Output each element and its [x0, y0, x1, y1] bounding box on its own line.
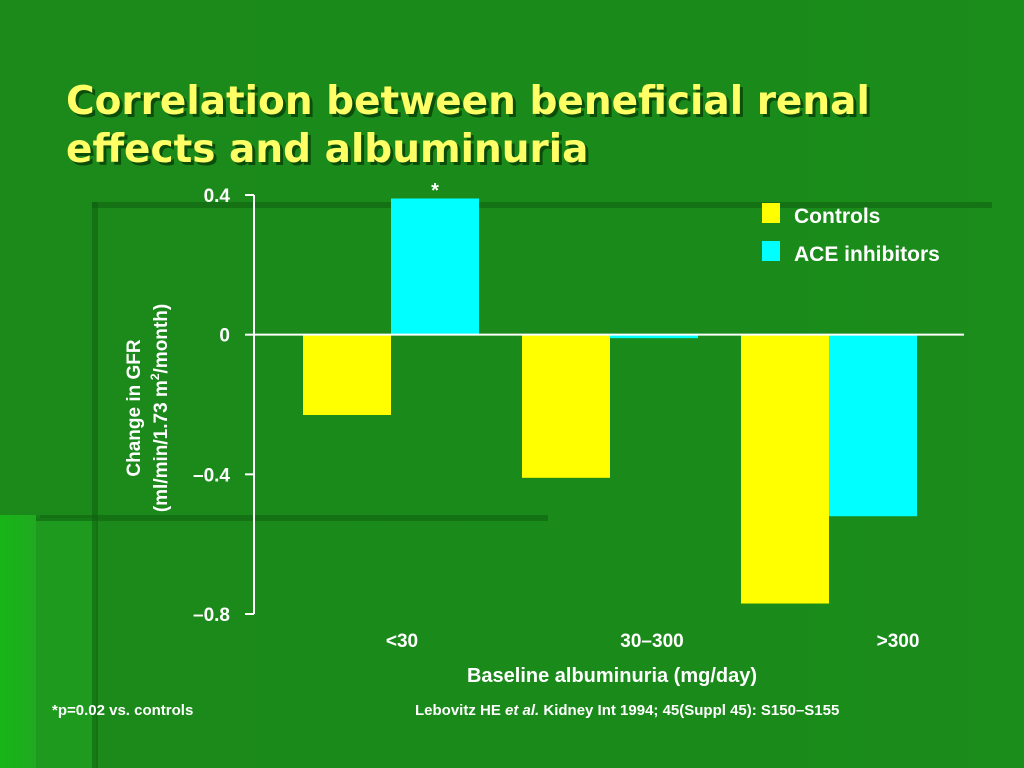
y-axis-label: Change in GFR (ml/min/1.73 m2/month) — [124, 304, 172, 512]
bar-group — [303, 198, 917, 604]
citation: Lebovitz HE et al. Kidney Int 1994; 45(S… — [415, 702, 839, 719]
y-axis-label-unit-sup: 2 — [148, 373, 162, 380]
bar-controls-0 — [303, 334, 391, 415]
background-shadow-line — [36, 515, 548, 521]
x-category-label: >300 — [877, 631, 920, 652]
slide-title: Correlation between beneficial renal eff… — [66, 78, 996, 174]
y-tick-label: 0 — [219, 326, 230, 347]
bar-ace-inhibitors-1 — [610, 334, 698, 339]
significance-marker: * — [431, 180, 439, 202]
y-tick-label: –0.8 — [193, 605, 230, 626]
bar-ace-inhibitors-0 — [391, 198, 479, 335]
slide-title-line2: effects and albuminuria — [66, 127, 589, 172]
citation-authors: Lebovitz HE — [415, 702, 506, 719]
legend-label-controls: Controls — [794, 205, 880, 228]
bar-controls-2 — [741, 334, 829, 604]
bar-ace-inhibitors-2 — [829, 334, 917, 517]
background-shadow-line — [92, 202, 992, 208]
y-tick-label: –0.4 — [193, 465, 230, 486]
background-accent-panel — [36, 518, 96, 768]
y-axis-ticks: 0.4 0 –0.4 –0.8 — [193, 186, 254, 626]
legend-swatch-ace-inhibitors — [762, 241, 780, 261]
legend: Controls ACE inhibitors — [762, 203, 940, 266]
x-axis-label: Baseline albuminuria (mg/day) — [467, 665, 757, 687]
citation-source: Kidney Int 1994; 45(Suppl 45): S150–S155 — [539, 702, 840, 719]
background-shadow-line — [92, 202, 98, 768]
bar-controls-1 — [522, 334, 610, 478]
footnote: *p=0.02 vs. controls — [52, 702, 194, 719]
x-category-label: 30–300 — [620, 631, 683, 652]
legend-swatch-controls — [762, 203, 780, 223]
y-axis-label-line2: (ml/min/1.73 m2/month) — [148, 304, 172, 512]
x-category-label: <30 — [386, 631, 418, 652]
y-axis-label-unit-pre: (ml/min/1.73 m — [151, 380, 172, 512]
y-axis-label-unit-post: /month) — [151, 304, 172, 374]
y-tick-label: 0.4 — [204, 186, 231, 207]
background-accent-strip — [0, 515, 40, 768]
citation-etal: et al. — [505, 702, 540, 719]
legend-label-ace-inhibitors: ACE inhibitors — [794, 243, 940, 266]
y-axis-label-line1: Change in GFR — [124, 339, 145, 477]
slide-title-line1: Correlation between beneficial renal — [66, 79, 870, 124]
x-axis-categories: <30 30–300 >300 — [386, 631, 920, 652]
